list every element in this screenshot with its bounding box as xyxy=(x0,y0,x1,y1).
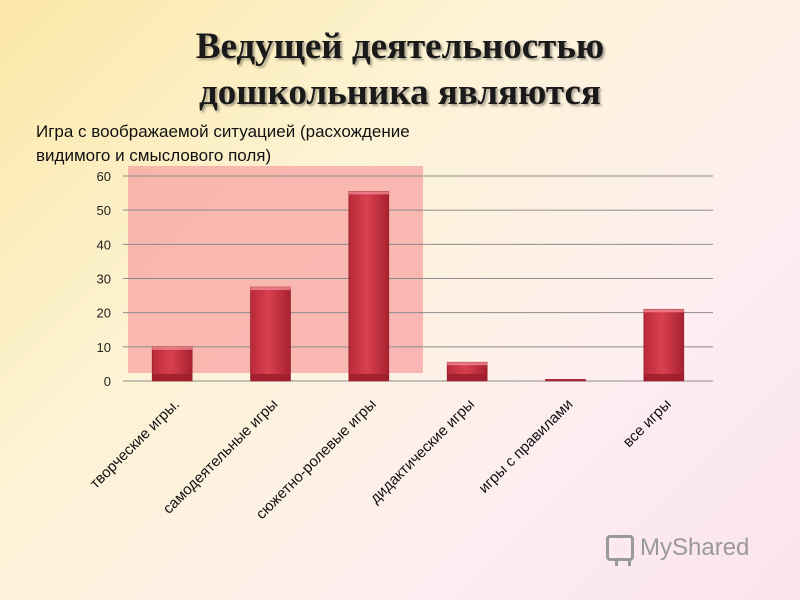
y-tick-label: 60 xyxy=(97,169,111,184)
x-tick-label: все игры xyxy=(620,396,675,451)
bar-top-highlight xyxy=(643,309,684,313)
bar-base xyxy=(447,374,488,381)
presentation-board-icon xyxy=(606,535,634,566)
bar-base xyxy=(545,379,586,381)
y-tick-label: 30 xyxy=(97,272,111,287)
bar-base xyxy=(348,374,389,381)
bar xyxy=(250,286,291,382)
bar-top-highlight xyxy=(250,287,291,291)
title-line-1: Ведущей деятельностью xyxy=(195,26,605,67)
bar-top-highlight xyxy=(348,191,389,195)
y-tick-label: 50 xyxy=(97,203,111,218)
bar-base xyxy=(250,374,291,381)
bar xyxy=(348,191,390,382)
watermark-text: MyShared xyxy=(640,534,750,561)
x-tick-label: творческие игры. xyxy=(87,396,183,492)
slide-title: Ведущей деятельностью дошкольника являют… xyxy=(0,24,800,116)
y-tick-label: 20 xyxy=(97,306,111,321)
title-line-2: дошкольника являются xyxy=(199,72,601,113)
y-tick-label: 40 xyxy=(97,237,111,252)
bar xyxy=(643,308,685,382)
y-tick-label: 0 xyxy=(104,374,111,389)
bar-base xyxy=(643,374,684,381)
highlight-note: Игра с воображаемой ситуацией (расхожден… xyxy=(36,122,410,165)
x-tick-label: игры с правилами xyxy=(475,396,576,497)
bar-top-highlight xyxy=(447,362,488,366)
x-tick-label: дидактические игры xyxy=(367,396,478,507)
bar-top-highlight xyxy=(152,346,193,350)
y-tick-label: 10 xyxy=(97,340,111,355)
bar-base xyxy=(152,374,193,381)
watermark: MyShared xyxy=(606,534,750,566)
